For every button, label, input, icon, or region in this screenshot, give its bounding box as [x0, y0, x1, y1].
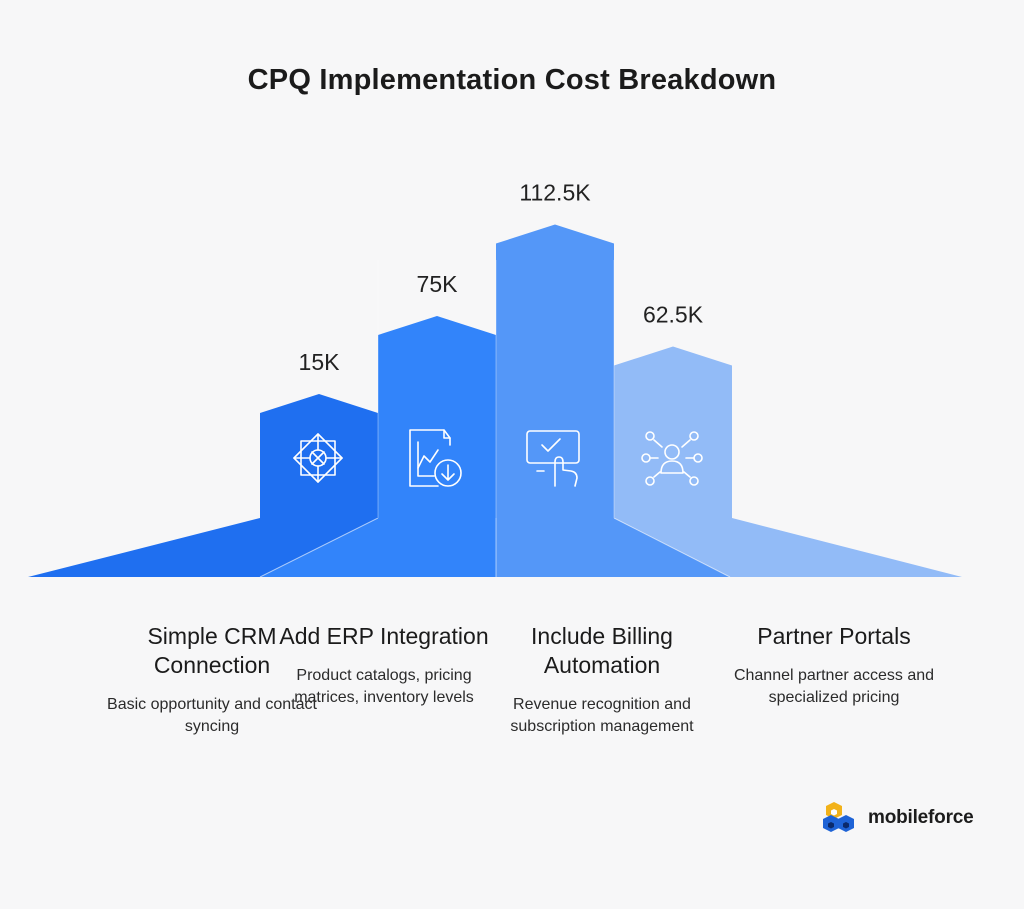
category-title: Simple CRM Connection: [147, 623, 277, 678]
category-partner-portals: Partner Portals Channel partner access a…: [718, 622, 950, 709]
category-simple-crm: Simple CRM Connection Basic opportunity …: [96, 622, 328, 738]
gear-star-icon: [293, 433, 343, 483]
bar: [496, 224, 614, 518]
network-person-icon: [641, 431, 703, 486]
mobileforce-logo: mobileforce: [822, 800, 974, 836]
value-label: 112.5K: [519, 180, 591, 206]
floor-segment: [260, 518, 496, 577]
category-title: Partner Portals: [757, 623, 911, 649]
category-description: Product catalogs, pricing matrices, inve…: [294, 667, 474, 706]
category-erp-integration: Add ERP Integration Product catalogs, pr…: [268, 622, 500, 709]
value-label: 62.5K: [643, 302, 704, 328]
document-download-chart-icon: [409, 429, 462, 487]
mobileforce-wordmark: mobileforce: [868, 807, 974, 828]
floor-segment: [28, 518, 378, 577]
category-description: Revenue recognition and subscription man…: [510, 696, 694, 735]
touchscreen-check-icon: [526, 430, 580, 487]
value-label: 75K: [417, 271, 459, 297]
category-title: Include Billing Automation: [531, 623, 673, 678]
bar: [378, 316, 496, 518]
chart-title: CPQ Implementation Cost Breakdown: [247, 64, 777, 96]
mobileforce-logo-icon: [823, 802, 854, 832]
floor-divider: [613, 517, 731, 578]
chart: 15K 75K 112.5K 62.5K: [28, 180, 962, 578]
category-title: Add ERP Integration: [279, 623, 489, 649]
category-billing-automation: Include Billing Automation Revenue recog…: [486, 622, 718, 738]
category-description: Basic opportunity and contact syncing: [107, 696, 317, 735]
value-label: 15K: [299, 349, 341, 375]
floor-divider: [259, 517, 379, 578]
category-description: Channel partner access and specialized p…: [733, 667, 935, 706]
bar: [614, 346, 732, 518]
floor-segment: [496, 518, 730, 577]
